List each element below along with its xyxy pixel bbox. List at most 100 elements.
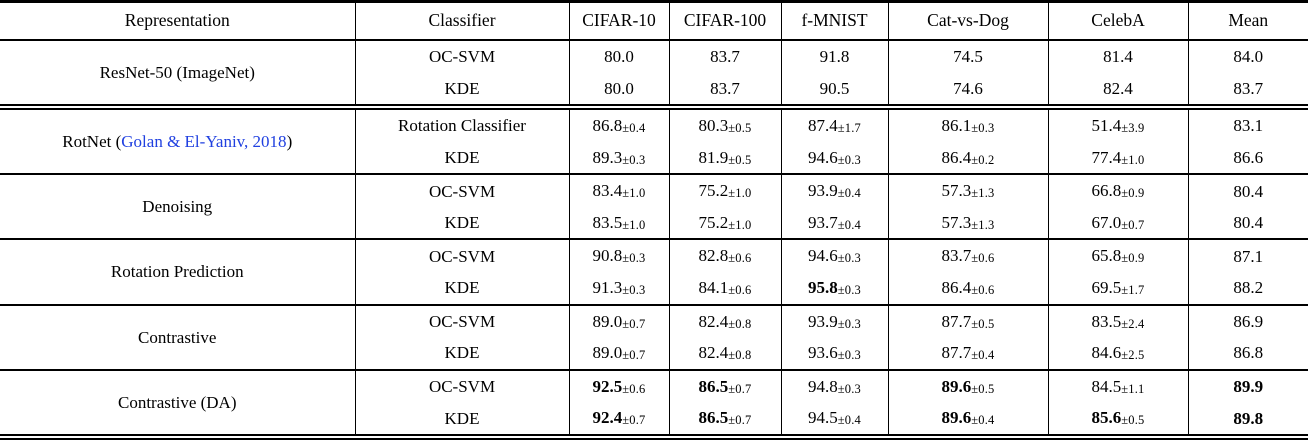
metric-cell: 81.4 [1048, 40, 1189, 73]
metric-stddev: ±0.6 [971, 251, 995, 266]
metric-value: 89.0 [592, 311, 623, 331]
metric-cell: 81.9±0.5 [669, 141, 782, 175]
header-row: Representation Classifier CIFAR-10 CIFAR-10… [0, 1, 1308, 40]
metric-cell: 94.5±0.4 [781, 402, 889, 437]
metric-value: 80.0 [604, 78, 634, 98]
column-header-f-mnist: f-MNIST [781, 1, 889, 40]
representation-label: Rotation Prediction [110, 262, 244, 282]
metric-value: 90.5 [819, 78, 850, 98]
metric-stddev: ±0.6 [728, 251, 752, 266]
metric-value: 89.6 [941, 408, 972, 428]
table-row: ResNet-50 (ImageNet) OC-SVM 80.0 83.7 91.8 74… [0, 40, 1308, 108]
metric-value: 86.4 [941, 278, 972, 298]
metric-value: 89.3 [592, 147, 623, 167]
metric-value: 75.2 [698, 181, 729, 201]
metric-value: 86.4 [941, 147, 972, 167]
metric-cell: 67.0±0.7 [1048, 206, 1189, 240]
metric-cell: 93.9±0.4 [781, 174, 889, 207]
metric-value: 95.8 [807, 278, 838, 298]
citation-link[interactable]: Golan & El-Yaniv, 2018 [121, 132, 287, 152]
metric-stddev: ±0.4 [837, 413, 862, 428]
metric-stddev: ±0.7 [728, 381, 752, 396]
metric-stddev: ±1.3 [971, 186, 995, 201]
metric-stddev: ±1.7 [837, 121, 862, 136]
metric-cell: 86.8±0.4 [569, 107, 670, 142]
metric-cell: 92.4±0.7 [569, 402, 670, 437]
metric-cell: 89.0±0.7 [569, 337, 670, 370]
table-row: KDE 92.4±0.7 86.5±0.7 94.5±0.4 89.6±0.4 85.6±… [0, 402, 1308, 437]
metric-value: 86.1 [941, 116, 972, 136]
classifier-cell: OC-SVM [355, 239, 570, 273]
metric-value: 91.3 [592, 278, 623, 298]
metric-stddev: ±1.0 [1121, 152, 1145, 167]
metric-value: 82.8 [698, 246, 729, 266]
metric-stddev: ±1.1 [1121, 381, 1145, 396]
metric-value: 86.8 [592, 116, 623, 136]
metric-cell: 89.3±0.3 [569, 141, 670, 175]
metric-cell: 89.0±0.7 [569, 304, 670, 338]
metric-value: 86.8 [1233, 343, 1264, 363]
metric-cell: 94.8±0.3 [781, 369, 889, 403]
table-group: RotNet (Golan & El-Yaniv, 2018) Rotation … [0, 107, 1308, 175]
metric-value: 83.5 [592, 212, 623, 232]
table-header: Representation Classifier CIFAR-10 CIFAR-10… [0, 1, 1308, 40]
mean-cell: 88.2 [1188, 272, 1308, 305]
metric-cell: 77.4±1.0 [1048, 141, 1189, 175]
metric-stddev: ±0.3 [837, 283, 862, 298]
metric-stddev: ±0.4 [622, 121, 646, 136]
metric-stddev: ±0.3 [622, 251, 646, 266]
metric-value: 74.6 [953, 78, 983, 98]
metric-value: 86.6 [1233, 147, 1264, 167]
metric-cell: 57.3±1.3 [888, 206, 1049, 240]
metric-stddev: ±0.5 [728, 152, 752, 167]
metric-value: 65.8 [1091, 246, 1122, 266]
metric-stddev: ±0.5 [728, 121, 752, 136]
metric-stddev: ±0.4 [837, 186, 862, 201]
metric-value: 83.7 [1233, 78, 1264, 98]
representation-label: RotNet ( [62, 132, 122, 152]
metric-stddev: ±0.6 [622, 381, 646, 396]
table-group: Rotation Prediction OC-SVM 90.8±0.3 82.8±0.… [0, 239, 1308, 305]
column-header-representation: Representation [0, 1, 356, 40]
metric-value: 82.4 [698, 311, 729, 331]
column-header-cat-vs-dog: Cat-vs-Dog [888, 1, 1049, 40]
metric-cell: 80.0 [569, 72, 670, 108]
metric-value: 84.1 [698, 278, 729, 298]
mean-cell: 89.8 [1188, 402, 1308, 437]
metric-cell: 74.6 [888, 72, 1049, 108]
metric-stddev: ±1.3 [971, 217, 995, 232]
metric-value: 81.4 [1103, 47, 1133, 67]
metric-cell: 75.2±1.0 [669, 174, 782, 207]
metric-cell: 84.5±1.1 [1048, 369, 1189, 403]
table-row: KDE 91.3±0.3 84.1±0.6 95.8±0.3 86.4±0.6 69.5±… [0, 272, 1308, 305]
metric-value: 87.7 [941, 343, 972, 363]
metric-cell: 83.4±1.0 [569, 174, 670, 207]
metric-cell: 94.6±0.3 [781, 141, 889, 175]
metric-cell: 57.3±1.3 [888, 174, 1049, 207]
metric-stddev: ±0.7 [1121, 217, 1145, 232]
metric-value: 91.8 [819, 47, 850, 67]
metric-cell: 85.6±0.5 [1048, 402, 1189, 437]
classifier-cell: KDE [355, 72, 570, 108]
metric-stddev: ±0.2 [971, 152, 995, 167]
metric-value: 57.3 [941, 212, 972, 232]
metric-stddev: ±0.3 [837, 251, 862, 266]
metric-cell: 86.5±0.7 [669, 402, 782, 437]
metric-value: 83.7 [941, 246, 972, 266]
metric-cell: 82.8±0.6 [669, 239, 782, 273]
mean-cell: 86.9 [1188, 305, 1308, 338]
metric-cell: 80.0 [569, 40, 670, 73]
metric-cell: 93.7±0.4 [781, 206, 889, 240]
metric-value: 80.4 [1233, 181, 1264, 201]
metric-cell: 93.6±0.3 [781, 337, 889, 370]
metric-value: 77.4 [1091, 147, 1122, 167]
metric-value: 81.9 [698, 147, 729, 167]
metric-stddev: ±0.7 [728, 413, 752, 428]
metric-stddev: ±0.8 [728, 316, 752, 331]
table-row: Rotation Prediction OC-SVM 90.8±0.3 82.8±0.… [0, 239, 1308, 305]
metric-value: 93.9 [807, 311, 838, 331]
representation-cell: Contrastive (DA) [0, 369, 356, 437]
metric-value: 51.4 [1091, 116, 1122, 136]
metric-cell: 86.4±0.6 [888, 272, 1049, 305]
metric-value: 83.5 [1091, 311, 1122, 331]
